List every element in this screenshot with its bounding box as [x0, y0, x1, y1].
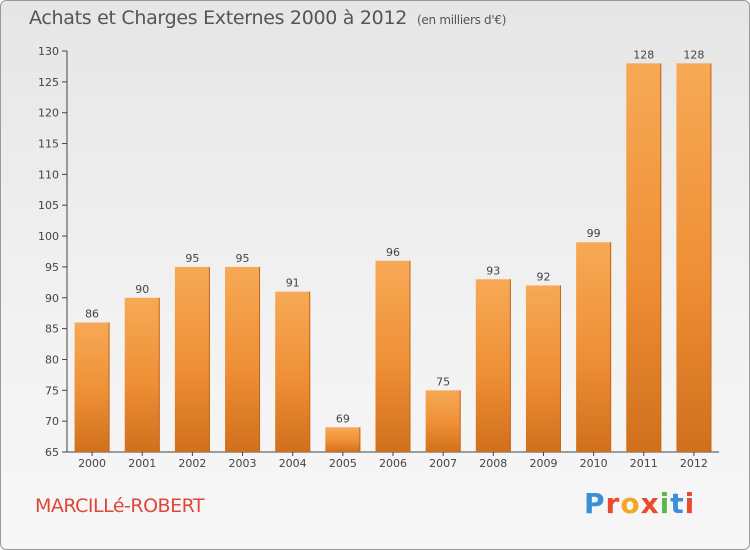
logo-letter: o [620, 487, 641, 520]
y-tick-label: 120 [38, 107, 59, 120]
bar-2008 [475, 279, 511, 452]
value-label-2005: 69 [336, 412, 350, 425]
logo-letter: r [605, 487, 621, 520]
y-tick-label: 125 [38, 76, 59, 89]
chart-title: Achats et Charges Externes 2000 à 2012 (e… [29, 7, 506, 29]
y-tick-label: 130 [38, 45, 59, 58]
logo-letter: x [640, 487, 660, 520]
value-label-2010: 99 [587, 227, 601, 240]
chart-subtitle: (en milliers d'€) [417, 13, 507, 27]
y-tick-label: 115 [38, 138, 59, 151]
value-label-2009: 92 [536, 270, 550, 283]
value-label-2008: 93 [486, 264, 500, 277]
y-tick-label: 70 [45, 415, 59, 428]
x-tick-label-2008: 2008 [479, 457, 507, 470]
value-label-2002: 95 [185, 252, 199, 265]
x-tick-label-2004: 2004 [279, 457, 307, 470]
proxiti-logo: Proxiti [584, 487, 695, 520]
bar-2011 [626, 63, 662, 452]
value-label-2006: 96 [386, 246, 400, 259]
x-tick-label-2001: 2001 [128, 457, 156, 470]
chart-bars [74, 63, 712, 452]
bar-2012 [676, 63, 712, 452]
x-tick-label-2000: 2000 [78, 457, 106, 470]
x-tick-label-2005: 2005 [329, 457, 357, 470]
x-tick-label-2010: 2010 [580, 457, 608, 470]
x-tick-label-2011: 2011 [630, 457, 658, 470]
y-tick-label: 85 [45, 323, 59, 336]
y-tick-label: 95 [45, 261, 59, 274]
x-tick-label-2007: 2007 [429, 457, 457, 470]
bar-2006 [375, 260, 411, 452]
y-tick-label: 100 [38, 230, 59, 243]
city-name: MARCILLé-ROBERT [35, 495, 205, 517]
bar-2002 [174, 266, 210, 452]
x-tick-label-2012: 2012 [680, 457, 708, 470]
logo-letter: P [584, 487, 606, 520]
logo-letter: t [670, 487, 685, 520]
y-tick-label: 80 [45, 353, 59, 366]
value-label-2001: 90 [135, 283, 149, 296]
y-tick-label: 65 [45, 446, 59, 459]
bar-2010 [576, 242, 612, 452]
value-label-2011: 128 [633, 48, 654, 61]
logo-letter: i [684, 487, 696, 520]
bar-2009 [525, 285, 561, 452]
logo-letter: i [659, 487, 671, 520]
bar-2000 [74, 322, 110, 452]
value-label-2012: 128 [683, 48, 704, 61]
bar-2005 [325, 427, 361, 452]
bar-2003 [225, 266, 261, 452]
value-label-2000: 86 [85, 307, 99, 320]
bar-2001 [124, 297, 160, 452]
bar-2007 [425, 390, 461, 452]
y-tick-label: 90 [45, 292, 59, 305]
value-label-2007: 75 [436, 375, 450, 388]
y-tick-label: 110 [38, 168, 59, 181]
x-tick-label-2002: 2002 [178, 457, 206, 470]
y-tick-label: 75 [45, 384, 59, 397]
value-label-2004: 91 [286, 277, 300, 290]
x-tick-label-2003: 2003 [229, 457, 257, 470]
y-tick-label: 105 [38, 199, 59, 212]
chart-title-text: Achats et Charges Externes 2000 à 2012 [29, 7, 408, 29]
bar-2004 [275, 291, 311, 452]
chart-value-labels: 86 90 95 95 91 69 96 75 93 92 99 128 128 [85, 48, 704, 425]
x-tick-label-2009: 2009 [529, 457, 557, 470]
x-tick-label-2006: 2006 [379, 457, 407, 470]
value-label-2003: 95 [236, 252, 250, 265]
